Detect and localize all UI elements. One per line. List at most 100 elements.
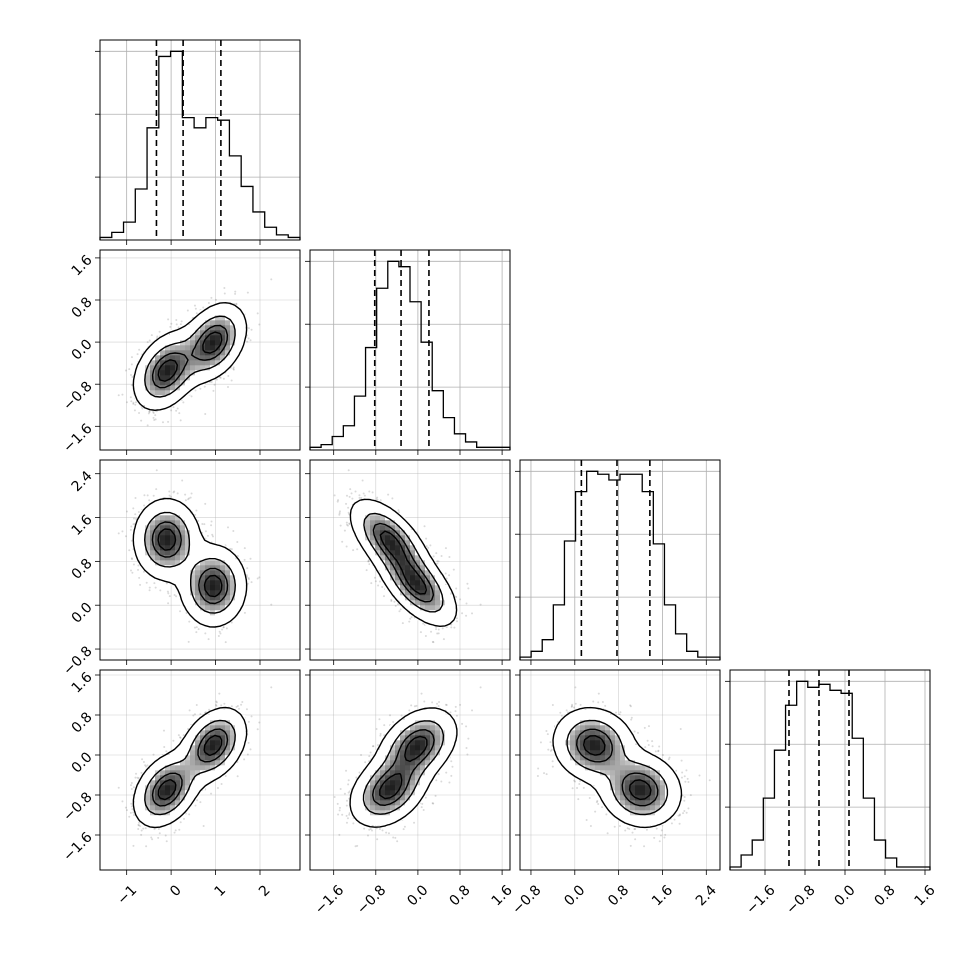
sample-point (232, 366, 235, 369)
sample-point (236, 555, 239, 558)
density-cell (140, 360, 146, 366)
density-cell (145, 400, 151, 406)
density-cell (190, 535, 196, 541)
sample-point (148, 589, 151, 592)
density-cell (215, 580, 221, 586)
density-cell (175, 390, 181, 396)
density-cell (205, 325, 211, 331)
density-cell (200, 615, 206, 621)
density-cell (185, 605, 191, 611)
density-cell (205, 370, 211, 376)
sample-point (343, 529, 346, 532)
density-cell (150, 385, 156, 391)
density-cell (145, 560, 151, 566)
density-cell (230, 585, 236, 591)
sample-point (132, 563, 135, 566)
density-cell (145, 375, 151, 381)
sample-point (138, 412, 141, 415)
density-cell (205, 365, 211, 371)
density-cell (170, 345, 176, 351)
sample-point (210, 520, 213, 523)
density-cell (190, 380, 196, 386)
density-cell (200, 370, 206, 376)
sample-point (258, 576, 261, 579)
density-cell (180, 580, 186, 586)
sample-point (148, 339, 151, 342)
density-cell (205, 355, 211, 361)
sample-point (167, 592, 170, 595)
sample-point (170, 322, 173, 325)
sample-point (204, 632, 207, 635)
sample-point (249, 557, 252, 560)
density-cell (135, 390, 141, 396)
density-cell (165, 395, 171, 401)
density-cell (185, 510, 191, 516)
density-cell (200, 335, 206, 341)
density-cell (185, 525, 191, 531)
density-cell (225, 615, 231, 621)
sample-point (256, 577, 259, 580)
density-cell (150, 365, 156, 371)
density-cell (240, 315, 246, 321)
sample-point (190, 395, 193, 398)
density-cell (240, 580, 246, 586)
sample-point (419, 631, 422, 634)
density-cell (205, 565, 211, 571)
panel-content (333, 469, 482, 644)
density-cell (175, 580, 181, 586)
density-cell (195, 345, 201, 351)
sample-point (166, 590, 169, 593)
sample-point (467, 587, 470, 590)
density-cell (215, 565, 221, 571)
density-cell (160, 365, 166, 371)
density-cell (225, 340, 231, 346)
density-cell (185, 585, 191, 591)
sample-point (247, 578, 250, 581)
density-cell (170, 560, 176, 566)
density-cell (230, 565, 236, 571)
sample-point (360, 497, 363, 500)
density-cell (190, 610, 196, 616)
density-cell (145, 565, 151, 571)
density-cell (175, 515, 181, 521)
density-cell (140, 385, 146, 391)
density-cell (180, 340, 186, 346)
sample-point (136, 353, 139, 356)
sample-point (363, 494, 366, 497)
density-cell (185, 600, 191, 606)
density-cell (210, 595, 216, 601)
sample-point (246, 567, 249, 570)
density-cell (175, 360, 181, 366)
density-cell (215, 605, 221, 611)
density-cell (165, 370, 171, 376)
sample-point (258, 323, 261, 326)
density-cell (155, 370, 161, 376)
density-cell (230, 575, 236, 581)
sample-point (170, 409, 173, 412)
density-cell (235, 340, 241, 346)
density-cell (190, 550, 196, 556)
density-cell (140, 375, 146, 381)
density-cell (155, 555, 161, 561)
density-cell (185, 360, 191, 366)
density-cell (190, 580, 196, 586)
sample-point (172, 491, 175, 494)
density-cell (200, 360, 206, 366)
density-cell (230, 360, 236, 366)
sample-point (270, 603, 273, 606)
density-cell (195, 360, 201, 366)
density-cell (170, 510, 176, 516)
density-cell (210, 370, 216, 376)
sample-point (141, 407, 144, 410)
density-cell (235, 575, 241, 581)
density-cell (195, 325, 201, 331)
density-cell (205, 375, 211, 381)
sample-point (371, 491, 374, 494)
sample-point (130, 374, 133, 377)
sample-point (133, 409, 136, 412)
density-cell (200, 600, 206, 606)
density-cell (180, 525, 186, 531)
sample-point (195, 509, 198, 512)
sample-point (135, 517, 138, 520)
density-cell (175, 535, 181, 541)
